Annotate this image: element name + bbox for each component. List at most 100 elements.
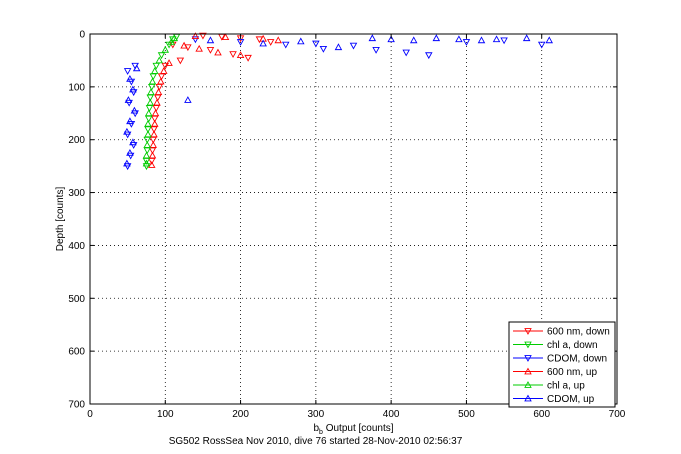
x-axis-label: bb Output [counts] [313, 423, 393, 436]
data-point [214, 48, 222, 56]
data-point [148, 147, 157, 155]
data-point [144, 126, 152, 134]
data-point [402, 49, 410, 57]
data-point [152, 105, 161, 112]
data-point [132, 64, 141, 72]
data-point [126, 152, 135, 160]
data-point [127, 121, 136, 128]
data-point [143, 136, 151, 144]
data-point [147, 84, 156, 91]
legend-item: 600 nm, up [513, 367, 597, 378]
data-point [147, 88, 155, 95]
data-point [170, 34, 179, 42]
series-3 [147, 32, 282, 168]
data-point [150, 130, 158, 138]
data-point [387, 35, 395, 43]
data-point [145, 105, 154, 112]
data-point [142, 151, 151, 159]
data-point [409, 36, 418, 44]
data-point [123, 131, 132, 139]
data-point [229, 51, 237, 59]
data-point [143, 147, 151, 155]
x-tick-label: 700 [609, 409, 626, 420]
data-point [281, 41, 290, 49]
data-point [157, 77, 165, 85]
data-point [500, 37, 508, 45]
data-point [236, 51, 245, 58]
data-point [150, 126, 158, 134]
series-4 [142, 34, 179, 167]
data-point [545, 36, 554, 44]
data-point [147, 158, 156, 165]
data-point [184, 96, 192, 103]
data-point [146, 94, 154, 102]
data-point [123, 127, 131, 135]
legend-marker [524, 355, 532, 362]
data-point [221, 33, 230, 41]
data-point [155, 56, 164, 64]
legend-item: CDOM, up [513, 394, 595, 405]
data-point [152, 62, 161, 70]
data-point [144, 130, 152, 138]
data-point [455, 35, 463, 43]
data-point [126, 149, 134, 156]
x-tick-label: 400 [383, 409, 400, 420]
data-point [432, 34, 441, 42]
data-point [129, 85, 137, 93]
x-axis-label-rest: Output [counts] [323, 423, 394, 434]
data-point [157, 52, 166, 60]
data-point [125, 99, 133, 107]
data-point [150, 67, 159, 74]
data-point [372, 47, 380, 54]
legend-label: 600 nm, up [547, 367, 597, 378]
data-point [492, 35, 501, 43]
x-tick-label: 600 [533, 409, 550, 420]
data-point [147, 161, 156, 168]
data-point [334, 43, 343, 51]
data-point [146, 98, 154, 106]
series-0 [147, 32, 275, 165]
data-point [160, 67, 168, 74]
legend-box [508, 321, 616, 408]
data-point [191, 36, 200, 44]
x-tick-label: 200 [232, 409, 249, 420]
data-point [126, 75, 134, 82]
y-tick-label: 700 [68, 400, 85, 411]
data-point [123, 68, 132, 75]
data-point [259, 39, 267, 47]
data-point [191, 32, 200, 39]
y-tick-label: 200 [68, 135, 85, 146]
legend-label: 600 nm, down [547, 327, 610, 338]
x-axis-label-main: b [313, 423, 319, 434]
data-point [144, 119, 152, 127]
data-point [150, 115, 159, 123]
data-point [149, 136, 158, 144]
legend-marker [524, 328, 532, 335]
data-point [154, 88, 163, 95]
legend-marker [524, 367, 532, 375]
data-point [124, 96, 133, 103]
data-point [153, 94, 162, 102]
data-point [151, 109, 160, 117]
data-point [161, 62, 170, 70]
data-point [349, 42, 358, 50]
data-point [142, 163, 151, 171]
legend-label: CDOM, up [547, 394, 595, 405]
legend-label: CDOM, down [547, 354, 607, 365]
data-point [176, 57, 185, 65]
legend-item: chl a, up [513, 381, 585, 392]
x-tick-label: 100 [157, 409, 174, 420]
y-axis-label: Depth [counts] [55, 187, 66, 252]
data-point [157, 73, 166, 81]
data-point [195, 44, 203, 52]
data-point [129, 89, 138, 97]
data-point [312, 40, 320, 48]
data-point [206, 36, 215, 44]
legend-label: chl a, up [547, 381, 585, 392]
data-point [126, 117, 134, 125]
data-point [149, 73, 158, 81]
data-point [142, 159, 151, 167]
legend-item: chl a, down [513, 340, 598, 351]
legend: 600 nm, down chl a, down CDOM, down 600 nm,… [508, 321, 616, 408]
data-point [144, 109, 153, 117]
